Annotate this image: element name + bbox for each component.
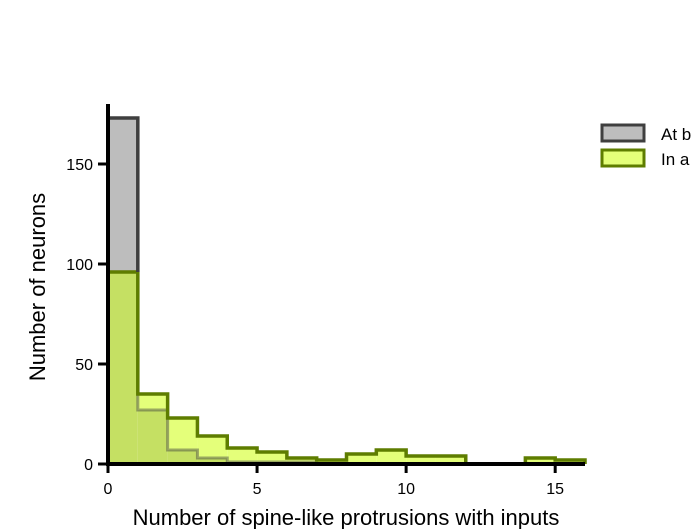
bar-series-b	[137, 394, 168, 410]
series-outlines	[106, 116, 587, 466]
x-tick-label: 5	[253, 481, 262, 498]
series-a-bars	[108, 118, 138, 272]
bar-series-b	[257, 452, 287, 462]
axes	[106, 104, 585, 466]
x-axis-title: Number of spine-like protrusions with in…	[133, 505, 560, 529]
y-tick-label: 150	[66, 157, 93, 174]
legend-label-series-a: At b	[661, 125, 691, 144]
y-axis-title: Number of neurons	[25, 193, 50, 381]
bar-series-b	[346, 454, 377, 464]
bar-series-a	[108, 118, 138, 272]
y-tick-label: 100	[66, 257, 93, 274]
bar-series-b	[406, 456, 436, 464]
bar-series-b	[167, 418, 198, 450]
legend-swatch-series-a	[600, 123, 646, 143]
bar-overlap	[108, 272, 138, 464]
legend-label-series-b: In a	[661, 150, 690, 169]
bar-series-b	[286, 458, 317, 462]
x-tick-label: 10	[397, 481, 415, 498]
bar-overlap	[167, 450, 198, 464]
x-ticks: 0 5 10 15	[104, 464, 564, 498]
series-b-bars	[137, 394, 585, 464]
x-tick-label: 15	[546, 481, 564, 498]
y-tick-label: 50	[75, 357, 93, 374]
bar-series-b	[227, 448, 258, 462]
y-ticks: 0 50 100 150	[66, 157, 108, 474]
legend: At b In a	[600, 123, 691, 169]
bar-overlap	[137, 410, 168, 464]
series-a-outline	[106, 116, 585, 466]
legend-swatch-series-b	[600, 148, 646, 168]
bar-series-b	[435, 456, 466, 464]
bar-series-b	[525, 458, 556, 464]
bar-overlap	[197, 458, 228, 464]
y-tick-label: 0	[84, 457, 93, 474]
bar-series-b	[197, 436, 228, 458]
x-tick-label: 0	[104, 481, 113, 498]
overlap-bars	[108, 272, 317, 464]
bar-series-b	[376, 450, 407, 464]
